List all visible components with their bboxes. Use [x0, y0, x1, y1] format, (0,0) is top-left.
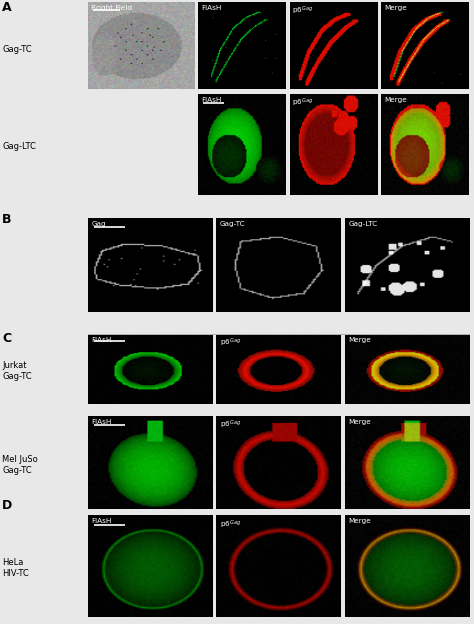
- Text: Gag: Gag: [91, 221, 106, 227]
- Text: FlAsH: FlAsH: [91, 519, 112, 524]
- Text: C: C: [2, 332, 11, 345]
- Text: FlAsH: FlAsH: [201, 97, 221, 102]
- Text: Mel JuSo
Gag-TC: Mel JuSo Gag-TC: [2, 455, 38, 475]
- Text: FlAsH: FlAsH: [91, 419, 112, 425]
- Text: Merge: Merge: [384, 97, 407, 102]
- Text: Merge: Merge: [348, 337, 371, 343]
- Text: p6$^{Gag}$: p6$^{Gag}$: [220, 519, 241, 531]
- Text: Jurkat
Gag-TC: Jurkat Gag-TC: [2, 361, 32, 381]
- Text: FlAsH: FlAsH: [91, 337, 112, 343]
- Text: p6$^{Gag}$: p6$^{Gag}$: [292, 97, 314, 109]
- Text: Gag-LTC: Gag-LTC: [348, 221, 378, 227]
- Text: D: D: [2, 499, 13, 512]
- Text: A: A: [2, 1, 12, 14]
- Text: B: B: [2, 213, 12, 227]
- Text: Merge: Merge: [348, 419, 371, 425]
- Text: p6$^{Gag}$: p6$^{Gag}$: [220, 337, 241, 349]
- Text: Merge: Merge: [384, 5, 407, 11]
- Text: FlAsH: FlAsH: [201, 5, 221, 11]
- Text: p6$^{Gag}$: p6$^{Gag}$: [292, 5, 314, 17]
- Text: HeLa
HIV-TC: HeLa HIV-TC: [2, 558, 29, 578]
- Text: Merge: Merge: [348, 519, 371, 524]
- Text: Bright Field: Bright Field: [91, 5, 132, 11]
- Text: Gag-TC: Gag-TC: [2, 46, 32, 54]
- Text: Gag-TC: Gag-TC: [220, 221, 246, 227]
- Text: Gag-LTC: Gag-LTC: [2, 142, 36, 151]
- Text: p6$^{Gag}$: p6$^{Gag}$: [220, 419, 241, 431]
